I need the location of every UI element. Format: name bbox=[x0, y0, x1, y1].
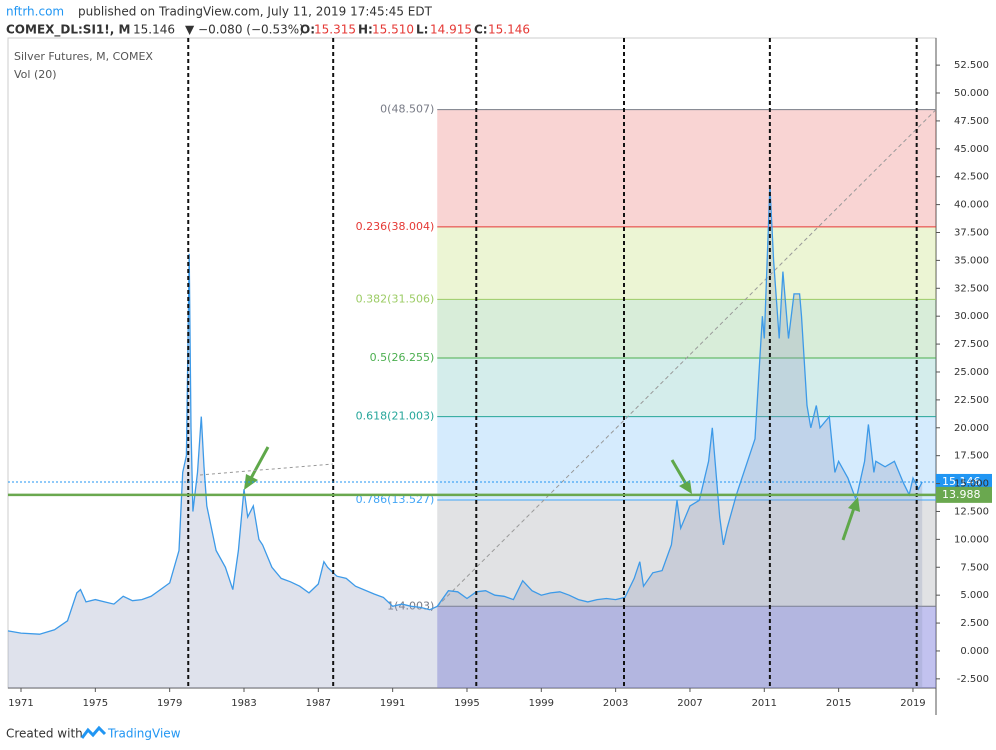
x-tick-label: 2003 bbox=[603, 698, 628, 709]
y-tick-label: 40.000 bbox=[954, 200, 989, 211]
fib-label: 0.786(13.527) bbox=[356, 493, 435, 506]
y-tick-label: 37.500 bbox=[954, 227, 989, 238]
y-tick-label: 12.500 bbox=[954, 506, 989, 517]
y-tick-label: -2.500 bbox=[957, 674, 989, 685]
x-tick-label: 1999 bbox=[529, 698, 554, 709]
ohlc-label: C: bbox=[474, 23, 488, 37]
y-tick-label: 32.500 bbox=[954, 283, 989, 294]
plot: 0(48.507) 0.236(38.004) 0.382(31.506) 0.5(2… bbox=[7, 38, 937, 688]
fib-trend bbox=[436, 109, 937, 607]
fib-band bbox=[437, 299, 936, 358]
x-tick-label: 2019 bbox=[900, 698, 925, 709]
fib-below bbox=[437, 606, 936, 688]
ohlc-label: O: bbox=[300, 23, 315, 37]
y-tick-label: 35.000 bbox=[954, 255, 989, 266]
x-tick-label: 2011 bbox=[752, 698, 777, 709]
fib-band bbox=[437, 226, 936, 300]
y-tick-label: 45.000 bbox=[954, 144, 989, 155]
y-tick-label: 42.500 bbox=[954, 172, 989, 183]
y-tick-label: 5.000 bbox=[960, 590, 989, 601]
x-tick-label: 1979 bbox=[157, 698, 182, 709]
fib-label: 0.618(21.003) bbox=[356, 410, 435, 423]
price-label-box bbox=[936, 473, 992, 490]
y-tick-label: 15.000 bbox=[954, 479, 989, 490]
logo bbox=[80, 725, 107, 739]
x-tick-label: 1975 bbox=[83, 698, 108, 709]
ohlc-value: 15.315 bbox=[314, 23, 356, 37]
x-tick-label: 1971 bbox=[8, 698, 33, 709]
y-tick-label: 10.000 bbox=[954, 534, 989, 545]
y-tick-label: 47.500 bbox=[954, 116, 989, 127]
price-label: 13.988 bbox=[942, 488, 981, 501]
fib-label: 0.236(38.004) bbox=[356, 220, 435, 233]
y-tick-label: 27.500 bbox=[954, 339, 989, 350]
y-tick-label: 50.000 bbox=[954, 88, 989, 99]
ohlc-label: L: bbox=[416, 23, 428, 37]
y-tick-label: 2.500 bbox=[960, 618, 989, 629]
footer-created: Created with bbox=[6, 727, 83, 741]
x-tick-label: 1987 bbox=[306, 698, 331, 709]
ohlc-value: 15.146 bbox=[488, 23, 530, 37]
fib-label: 0.382(31.506) bbox=[356, 292, 435, 305]
price-label-box bbox=[936, 486, 992, 503]
y-tick-label: 20.000 bbox=[954, 423, 989, 434]
ohlc-label: H: bbox=[358, 23, 373, 37]
last-price: 15.146 bbox=[133, 23, 175, 37]
y-tick-label: 30.000 bbox=[954, 311, 989, 322]
fib-label: 0(48.507) bbox=[380, 103, 434, 116]
x-tick-label: 2007 bbox=[677, 698, 702, 709]
y-tick-label: 17.500 bbox=[954, 451, 989, 462]
fib-band bbox=[437, 109, 936, 227]
fib-band bbox=[437, 500, 936, 607]
ohlc-value: 15.510 bbox=[372, 23, 414, 37]
y-tick-label: 7.500 bbox=[960, 562, 989, 573]
price-line bbox=[7, 185, 923, 635]
legend-title: Silver Futures, M, COMEX bbox=[14, 50, 153, 63]
price-label: 15.146 bbox=[942, 475, 981, 488]
area-fill bbox=[8, 185, 923, 688]
symbol: COMEX_DL:SI1!, M bbox=[6, 23, 130, 38]
legend-volume: Vol (20) bbox=[14, 68, 57, 81]
y-tick-label: 25.000 bbox=[954, 367, 989, 378]
x-tick-label: 2015 bbox=[826, 698, 851, 709]
price-change: ▼ −0.080 (−0.53%) bbox=[185, 23, 304, 37]
trend-line bbox=[199, 463, 334, 476]
fib-band bbox=[437, 357, 936, 417]
x-tick-label: 1995 bbox=[454, 698, 479, 709]
ohlc: O: 15.315 H: 15.510 L: 14.915 C: 15.146 bbox=[300, 23, 530, 37]
publisher: nftrh.com bbox=[6, 5, 64, 19]
annotation-arrows bbox=[244, 446, 860, 541]
footer-brand: TradingView bbox=[107, 727, 181, 741]
published: published on TradingView.com, July 11, 2… bbox=[78, 5, 433, 19]
y-tick-label: 22.500 bbox=[954, 395, 989, 406]
x-tick-label: 1991 bbox=[380, 698, 405, 709]
y-tick-label: 52.500 bbox=[954, 60, 989, 71]
y-tick-label: 0.000 bbox=[960, 646, 989, 657]
ohlc-value: 14.915 bbox=[430, 23, 472, 37]
fib-label: 0.5(26.255) bbox=[370, 351, 435, 364]
x-tick-label: 1983 bbox=[231, 698, 256, 709]
